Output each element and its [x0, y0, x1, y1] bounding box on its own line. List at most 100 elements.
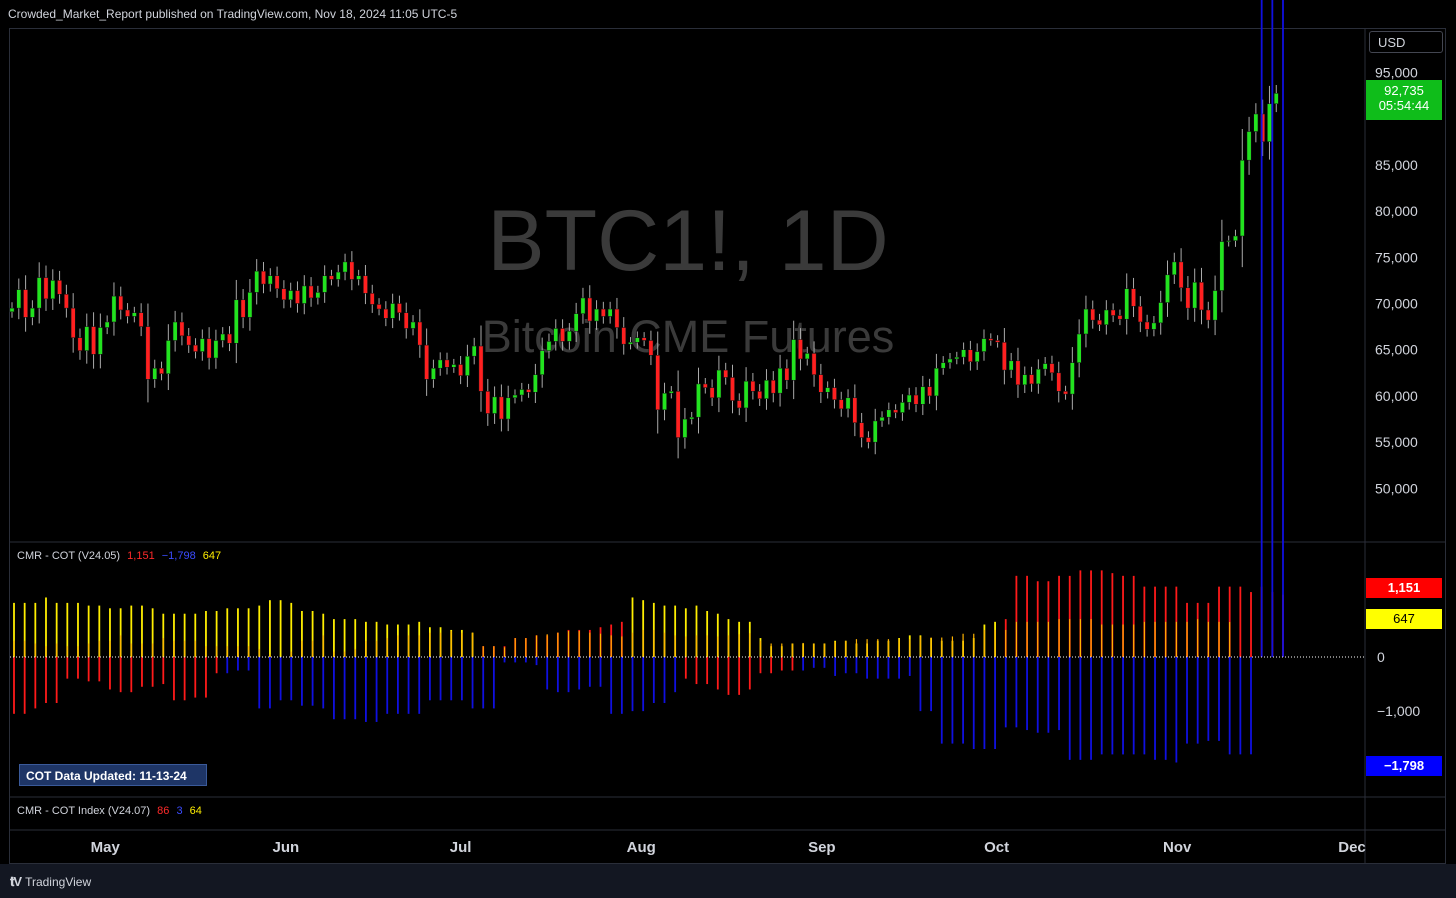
candle-body [458, 364, 463, 376]
candle-body [152, 367, 158, 380]
cot-legend[interactable]: CMR - COT (V24.05) 1,151 −1,798 647 [17, 550, 221, 562]
candle-body [934, 367, 939, 397]
candle-body [614, 308, 620, 328]
candle-body [335, 271, 341, 280]
candle-body [954, 356, 960, 360]
candle-body [709, 387, 715, 399]
candle-body [1178, 261, 1184, 289]
price-tick-label: 65,000 [1375, 342, 1418, 358]
candle-body [1158, 302, 1164, 324]
candle-body [349, 261, 355, 280]
candle-body [1144, 321, 1150, 330]
candle-body [70, 307, 76, 338]
candle-body [1063, 391, 1068, 395]
candle-body [730, 377, 735, 401]
candle-body [696, 383, 701, 418]
candle-body [519, 389, 525, 396]
candle-body [267, 275, 273, 285]
cot-legend-name: CMR - COT (V24.05) [17, 550, 121, 562]
candle-body [791, 339, 797, 381]
tradingview-brand[interactable]: 𝐭V TradingView [10, 874, 91, 890]
candle-body [995, 340, 1000, 343]
cot-index-legend[interactable]: CMR - COT Index (V24.07) 86 3 64 [17, 805, 202, 817]
candle-body [179, 321, 185, 337]
price-axis[interactable]: 50,000 55,000 60,000 65,000 70,000 75,000 80,0… [1375, 64, 1418, 496]
candle-body [397, 303, 402, 313]
time-tick-label: Oct [984, 839, 1009, 856]
candle-body [125, 309, 130, 317]
candle-body [1049, 363, 1055, 374]
candle-body [159, 367, 164, 375]
candle-body [1219, 241, 1225, 291]
chart-frame[interactable] [9, 28, 1446, 864]
cot-histogram [10, 0, 1365, 763]
candle-body [662, 392, 667, 411]
candle-body [505, 397, 511, 420]
tradingview-brand-label: TradingView [25, 875, 92, 889]
price-tick-label: 95,000 [1375, 64, 1418, 80]
time-tick-label: Jun [272, 839, 299, 856]
candle-body [227, 333, 232, 344]
cot-index-legend-yellow: 64 [189, 805, 202, 817]
candle-body [465, 355, 470, 376]
candle-body [913, 394, 919, 405]
candle-body [30, 307, 35, 318]
candle-body [668, 391, 674, 394]
candle-body [594, 308, 599, 322]
candle-body [417, 321, 423, 346]
candle-body [499, 396, 504, 420]
candle-body [50, 280, 56, 300]
candle-body [329, 275, 334, 280]
watermark-symbol: BTC1!, 1D [487, 193, 888, 289]
candle-body [872, 420, 878, 443]
last-price-tag: 92,735 05:54:44 [1366, 80, 1442, 120]
candle-body [261, 270, 266, 285]
candle-body [193, 344, 198, 352]
candle-body [1137, 306, 1143, 323]
publisher-bar: Crowded_Market_Report published on Tradi… [0, 0, 1456, 28]
candle-body [526, 389, 531, 393]
candle-body [451, 364, 457, 368]
time-tick-label: Nov [1163, 839, 1192, 856]
candle-body [600, 308, 606, 317]
candle-body [947, 358, 953, 363]
candle-body [471, 345, 477, 357]
candle-body [920, 386, 926, 405]
candle-body [981, 338, 987, 352]
candle-body [43, 277, 49, 300]
price-tick-label: 70,000 [1375, 295, 1418, 311]
price-tick-label: 75,000 [1375, 249, 1418, 265]
candle-body [879, 416, 885, 422]
last-price-label: 92,735 [1384, 83, 1424, 98]
candle-body [138, 312, 144, 327]
time-tick-label: Dec [1338, 839, 1366, 856]
candle-body [308, 285, 314, 299]
candle-body [1002, 342, 1007, 371]
candle-body [1022, 374, 1028, 386]
candle-body [764, 379, 769, 399]
candle-body [356, 275, 362, 280]
candle-body [886, 409, 892, 418]
candle-body [750, 380, 756, 392]
candle-body [1205, 309, 1211, 321]
candle-body [628, 342, 633, 345]
publisher-text: Crowded_Market_Report published on Tradi… [8, 7, 458, 21]
candle-body [431, 367, 436, 380]
candle-body [295, 290, 300, 304]
candle-body [587, 297, 593, 322]
cot-legend-yellow: 647 [202, 550, 222, 562]
currency-button[interactable]: USD [1369, 31, 1443, 53]
candle-body [1036, 368, 1041, 385]
candle-body [852, 397, 858, 424]
candle-body [770, 379, 776, 394]
tradingview-logo-icon: 𝐭V [10, 874, 22, 889]
price-tick-label: 80,000 [1375, 203, 1418, 219]
time-axis[interactable]: May Jun Jul Aug Sep Oct Nov Dec [91, 839, 1366, 856]
candle-body [621, 327, 627, 345]
cot-index-legend-blue: 3 [176, 805, 183, 817]
cot-tick-label: −1,000 [1377, 703, 1420, 719]
candle-body [315, 292, 321, 299]
candle-body [1246, 131, 1252, 161]
candle-body [369, 293, 375, 305]
